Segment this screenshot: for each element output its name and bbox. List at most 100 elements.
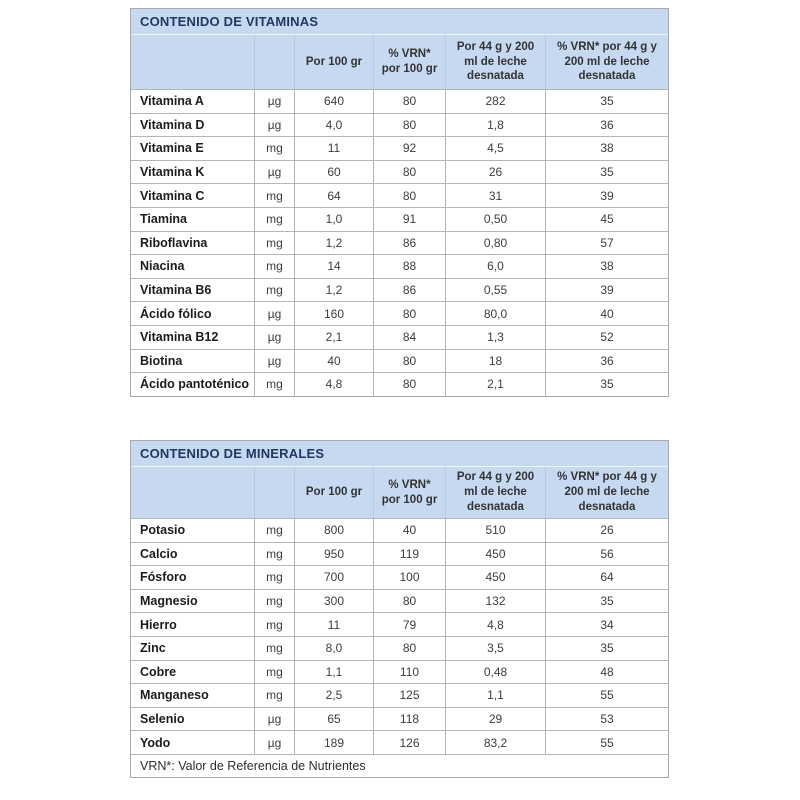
row-value-vrn100: 126 <box>373 731 445 754</box>
row-value-per100: 1,1 <box>294 660 373 684</box>
row-value-per44: 1,8 <box>445 113 545 137</box>
row-value-vrn44: 35 <box>545 636 668 660</box>
row-value-vrn100: 80 <box>373 349 445 373</box>
row-label: Biotina <box>140 353 183 368</box>
header-cell-per-44: Por 44 g y 200 ml de leche desnatada <box>445 35 545 89</box>
header-cell-empty-name <box>131 35 254 89</box>
table-row: Ácido pantoténico mg 4,8 80 2,1 35 <box>131 372 668 396</box>
table-row: Hierro mg 11 79 4,8 34 <box>131 612 668 636</box>
row-value-per100: 11 <box>294 137 373 160</box>
row-value-unit: mg <box>254 660 294 684</box>
row-value-per100: 160 <box>294 302 373 325</box>
row-value-vrn44: 38 <box>545 137 668 160</box>
row-value-vrn100: 100 <box>373 566 445 589</box>
row-value-vrn44: 35 <box>545 90 668 113</box>
row-value-per44: 4,5 <box>445 137 545 160</box>
table-row: Vitamina B12 µg 2,1 84 1,3 52 <box>131 324 668 349</box>
row-value-vrn44: 40 <box>545 302 668 325</box>
table-row: Tiamina mg 1,0 91 0,50 45 <box>131 206 668 231</box>
table-row: Calcio mg 950 119 450 56 <box>131 541 668 566</box>
row-value-vrn44: 53 <box>545 707 668 731</box>
row-value-vrn100: 86 <box>373 278 445 302</box>
row-value-unit: µg <box>254 707 294 731</box>
row-value-unit: mg <box>254 684 294 707</box>
header-cell-vrn-44: % VRN* por 44 g y 200 ml de leche desnat… <box>545 467 668 518</box>
row-label: Vitamina K <box>140 165 205 180</box>
row-value-vrn100: 80 <box>373 589 445 613</box>
row-value-unit: mg <box>254 519 294 542</box>
row-value-vrn100: 84 <box>373 325 445 349</box>
row-value-vrn100: 40 <box>373 519 445 542</box>
row-value-vrn100: 80 <box>373 90 445 113</box>
row-value-vrn100: 119 <box>373 542 445 566</box>
row-label: Potasio <box>140 523 186 538</box>
row-value-per44: 510 <box>445 519 545 542</box>
row-label: Vitamina C <box>140 188 205 203</box>
minerals-table-title: CONTENIDO DE MINERALES <box>131 441 668 467</box>
row-label: Vitamina B6 <box>140 283 212 298</box>
row-value-vrn100: 88 <box>373 255 445 278</box>
row-label: Yodo <box>140 735 171 750</box>
row-value-vrn44: 48 <box>545 660 668 684</box>
row-value-per100: 2,5 <box>294 684 373 707</box>
row-value-vrn100: 80 <box>373 160 445 184</box>
row-value-vrn44: 35 <box>545 160 668 184</box>
row-value-vrn100: 92 <box>373 137 445 160</box>
row-value-per100: 1,2 <box>294 278 373 302</box>
row-value-unit: mg <box>254 255 294 278</box>
row-value-vrn100: 125 <box>373 684 445 707</box>
row-value-vrn44: 57 <box>545 231 668 255</box>
row-value-unit: mg <box>254 207 294 231</box>
row-label: Vitamina D <box>140 117 205 132</box>
header-cell-empty-unit <box>254 35 294 89</box>
row-value-per44: 0,80 <box>445 231 545 255</box>
row-value-vrn44: 34 <box>545 613 668 636</box>
header-cell-vrn-100: % VRN* por 100 gr <box>373 467 445 518</box>
row-value-per44: 0,50 <box>445 207 545 231</box>
row-value-per100: 700 <box>294 566 373 589</box>
row-value-per44: 0,48 <box>445 660 545 684</box>
row-value-per100: 14 <box>294 255 373 278</box>
row-label: Fósforo <box>140 570 187 585</box>
row-value-per100: 11 <box>294 613 373 636</box>
row-label: Riboflavina <box>140 235 208 250</box>
row-value-unit: µg <box>254 731 294 754</box>
row-value-unit: mg <box>254 613 294 636</box>
table-row: Vitamina B6 mg 1,2 86 0,55 39 <box>131 277 668 302</box>
row-value-unit: µg <box>254 113 294 137</box>
row-value-vrn44: 39 <box>545 278 668 302</box>
row-value-unit: mg <box>254 589 294 613</box>
row-value-per100: 4,8 <box>294 373 373 396</box>
table-row: Cobre mg 1,1 110 0,48 48 <box>131 659 668 684</box>
header-cell-empty-name <box>131 467 254 518</box>
header-cell-empty-unit <box>254 467 294 518</box>
table-row: Manganeso mg 2,5 125 1,1 55 <box>131 683 668 707</box>
row-label: Manganeso <box>140 688 209 703</box>
row-value-per100: 2,1 <box>294 325 373 349</box>
table-row: Vitamina D µg 4,0 80 1,8 36 <box>131 112 668 137</box>
row-value-vrn100: 80 <box>373 184 445 207</box>
row-value-unit: mg <box>254 542 294 566</box>
row-value-per100: 1,2 <box>294 231 373 255</box>
row-value-per100: 40 <box>294 349 373 373</box>
row-label: Cobre <box>140 664 177 679</box>
table-row: Vitamina A µg 640 80 282 35 <box>131 89 668 113</box>
row-value-per100: 800 <box>294 519 373 542</box>
row-value-per44: 4,8 <box>445 613 545 636</box>
row-value-unit: mg <box>254 278 294 302</box>
table-row: Niacina mg 14 88 6,0 38 <box>131 254 668 278</box>
row-value-vrn44: 55 <box>545 731 668 754</box>
table-row: Selenio µg 65 118 29 53 <box>131 706 668 731</box>
row-value-per100: 60 <box>294 160 373 184</box>
header-cell-vrn-44: % VRN* por 44 g y 200 ml de leche desnat… <box>545 35 668 89</box>
row-label: Calcio <box>140 546 178 561</box>
row-value-unit: µg <box>254 325 294 349</box>
row-label: Ácido fólico <box>140 306 212 321</box>
row-value-vrn100: 118 <box>373 707 445 731</box>
row-value-unit: mg <box>254 373 294 396</box>
vitamins-table: CONTENIDO DE VITAMINAS Por 100 gr % VRN*… <box>130 8 669 397</box>
row-value-unit: mg <box>254 137 294 160</box>
table-row: Vitamina K µg 60 80 26 35 <box>131 159 668 184</box>
row-value-per44: 450 <box>445 542 545 566</box>
